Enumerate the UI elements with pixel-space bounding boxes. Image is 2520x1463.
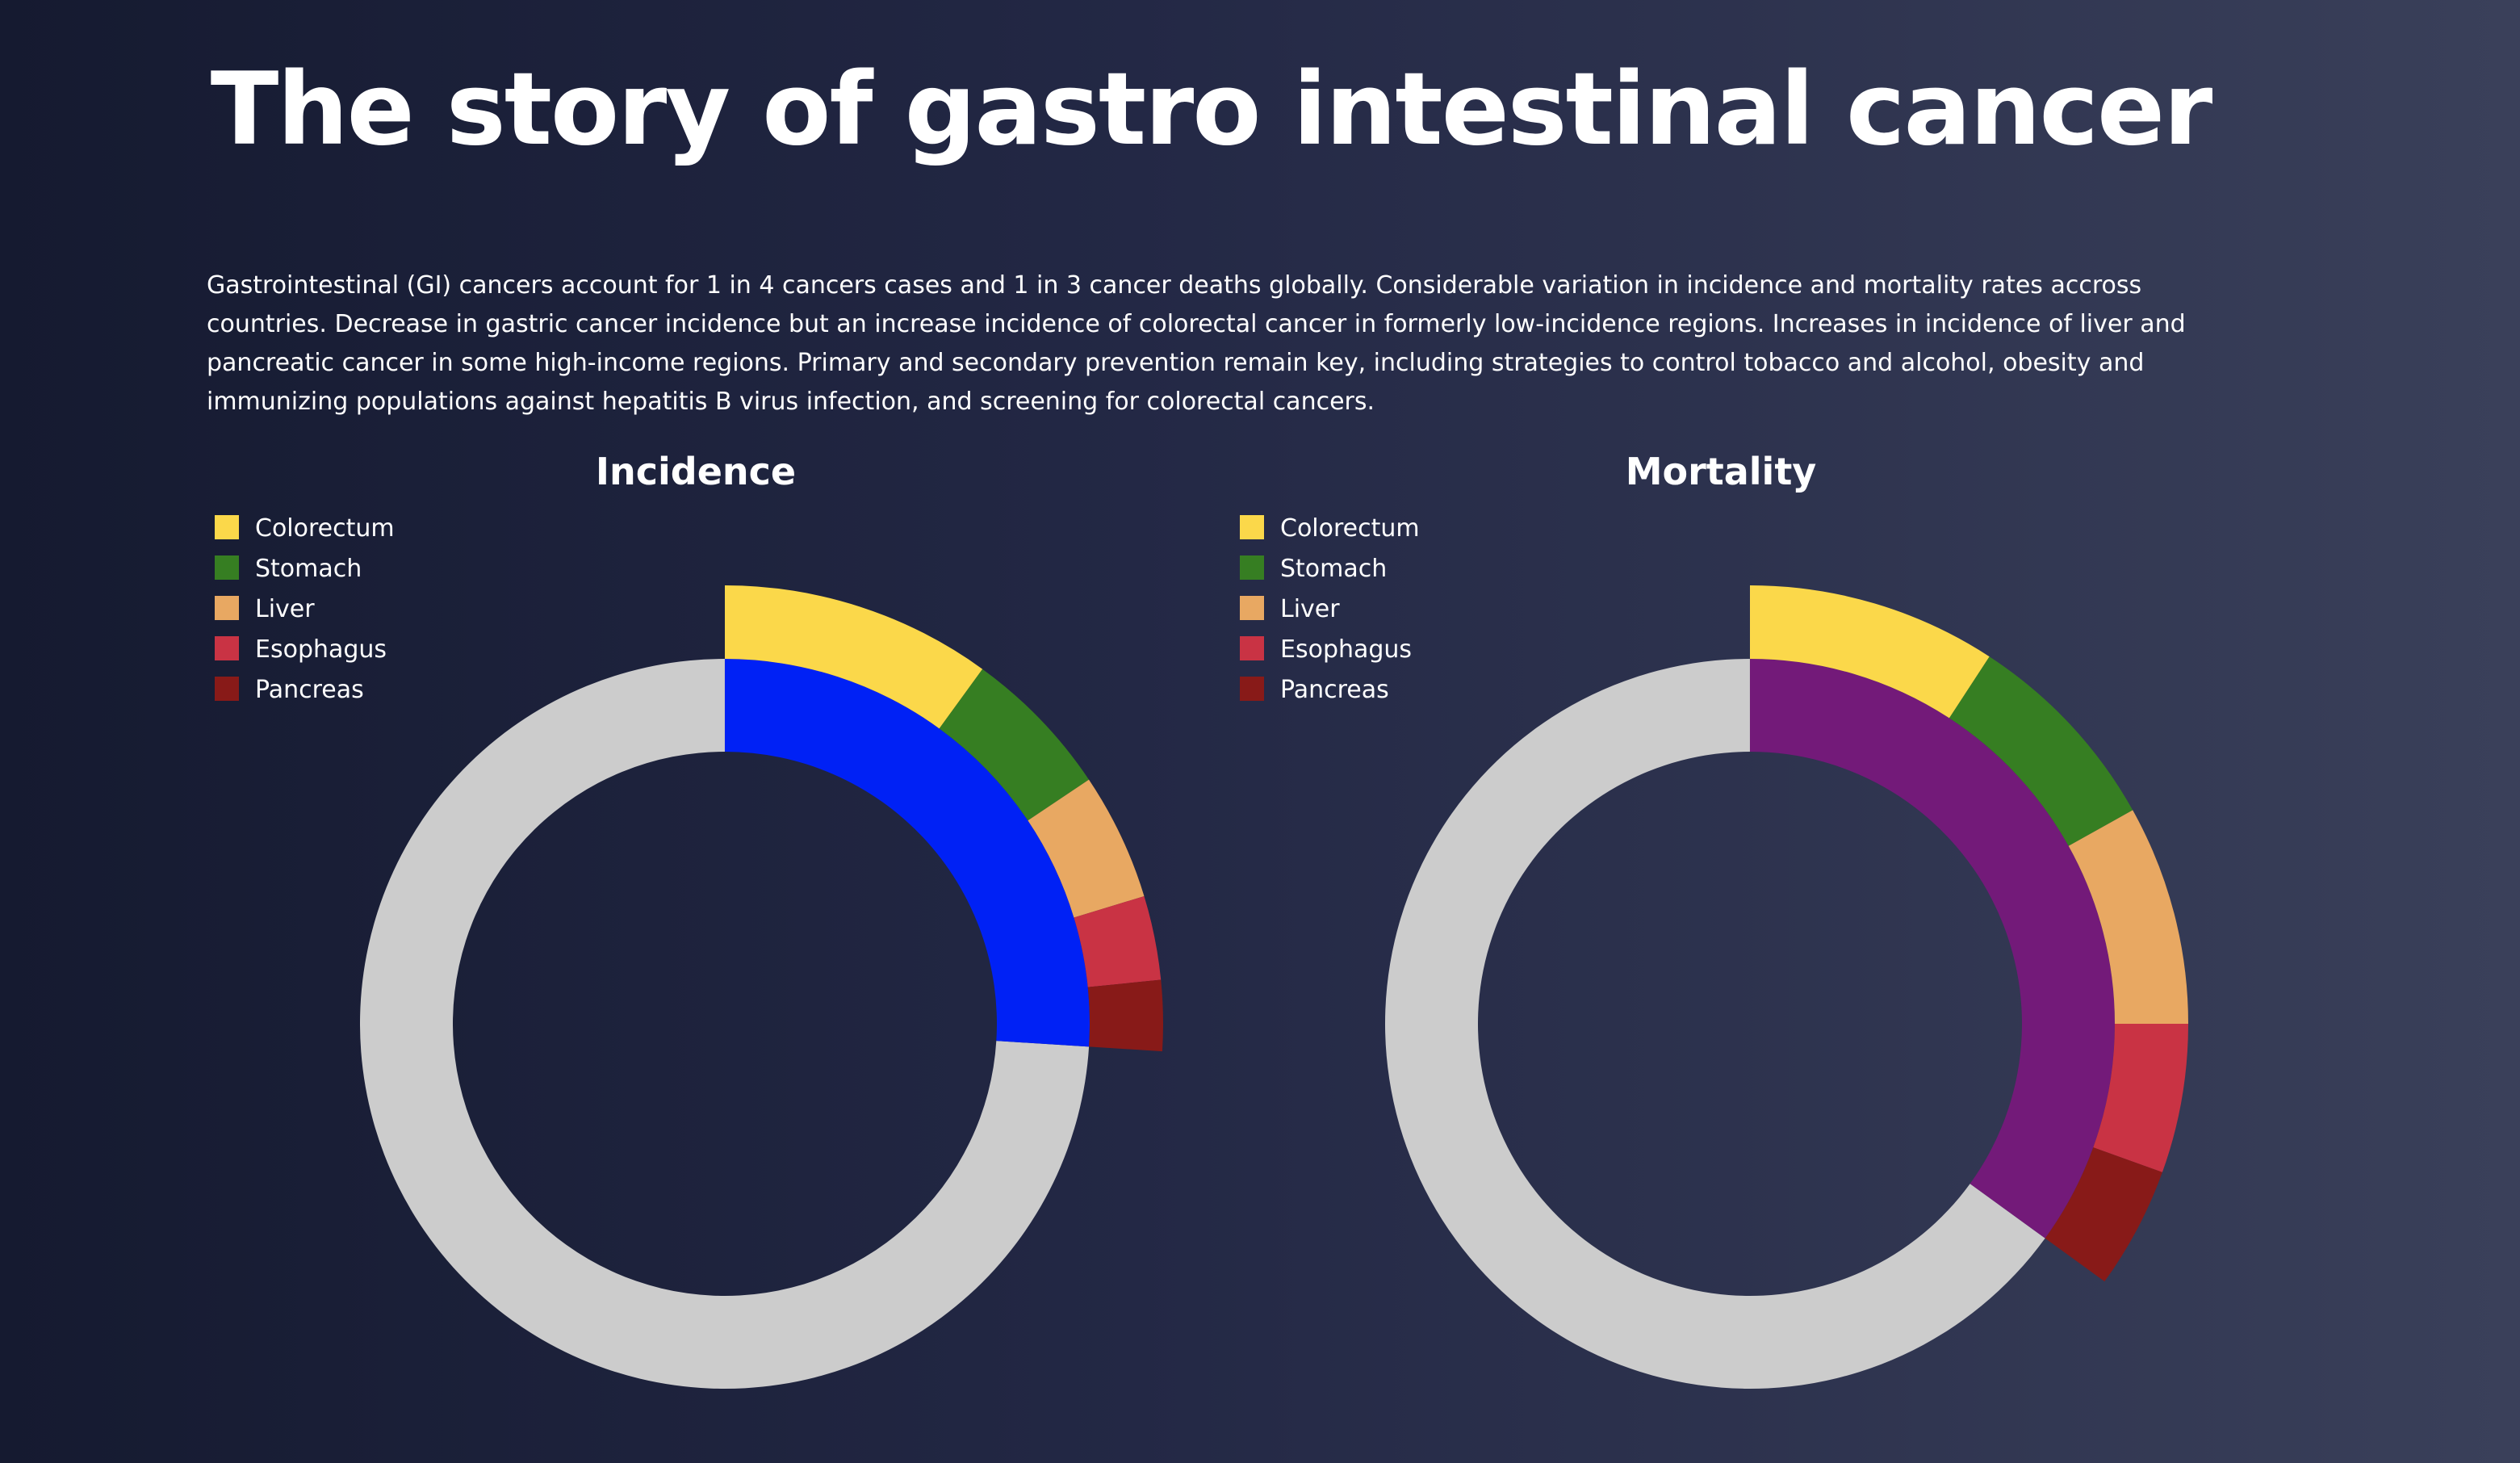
incidence-inner-ring [359,659,1090,1390]
mortality-outer-ring [1750,585,2189,1282]
mortality-legend: Colorectum Stomach Liver Esophagus Pancreas [1240,514,1420,704]
incidence-slice-liver [1028,779,1145,918]
incidence-legend-label-esophagus: Esophagus [255,635,387,664]
mortality-legend-label-liver: Liver [1280,595,1340,623]
mortality-legend-label-esophagus: Esophagus [1280,635,1412,664]
mortality-legend-label-pancreas: Pancreas [1280,676,1389,704]
incidence-chart: Incidence Colorectum Stomach Liver Esophagu… [215,450,1163,1390]
incidence-outer-ring [725,585,1163,1052]
intro-paragraph: Gastrointestinal (GI) cancers account fo… [207,271,2186,416]
mortality-slice-esophagus [2093,1024,2188,1172]
incidence-legend-label-pancreas: Pancreas [255,676,364,704]
mortality-legend-label-colorectum: Colorectum [1280,514,1420,543]
incidence-slice-colorectum [725,585,983,729]
page-title: The story of gastro intestinal cancer [210,52,2212,168]
mortality-legend-swatch-pancreas [1240,677,1264,701]
mortality-chart-title: Mortality [1626,450,1817,493]
mortality-chart: Mortality Colorectum Stomach Liver Esophagu… [1240,450,2189,1390]
mortality-gi-total-slice [1750,659,2115,1239]
incidence-legend-swatch-colorectum [215,515,239,539]
incidence-chart-title: Incidence [596,450,796,493]
mortality-inner-ring [1384,659,2115,1390]
incidence-legend-swatch-stomach [215,555,239,580]
mortality-slice-pancreas [2045,1147,2162,1282]
mortality-legend-swatch-stomach [1240,555,1264,580]
mortality-slice-stomach [1949,656,2133,846]
incidence-slice-stomach [939,669,1090,821]
mortality-legend-swatch-esophagus [1240,636,1264,660]
mortality-slice-colorectum [1750,585,1990,719]
mortality-slice-liver [2068,810,2189,1024]
incidence-legend-swatch-esophagus [215,636,239,660]
incidence-legend-label-stomach: Stomach [255,555,362,583]
incidence-gi-total-slice [725,659,1090,1047]
incidence-legend-label-colorectum: Colorectum [255,514,395,543]
incidence-legend-label-liver: Liver [255,595,315,623]
incidence-slice-pancreas [1087,979,1163,1052]
mortality-legend-swatch-colorectum [1240,515,1264,539]
mortality-legend-swatch-liver [1240,596,1264,620]
incidence-legend-swatch-liver [215,596,239,620]
incidence-legend-swatch-pancreas [215,677,239,701]
incidence-slice-esophagus [1074,895,1162,987]
mortality-legend-label-stomach: Stomach [1280,555,1387,583]
incidence-legend: Colorectum Stomach Liver Esophagus Pancreas [215,514,395,704]
